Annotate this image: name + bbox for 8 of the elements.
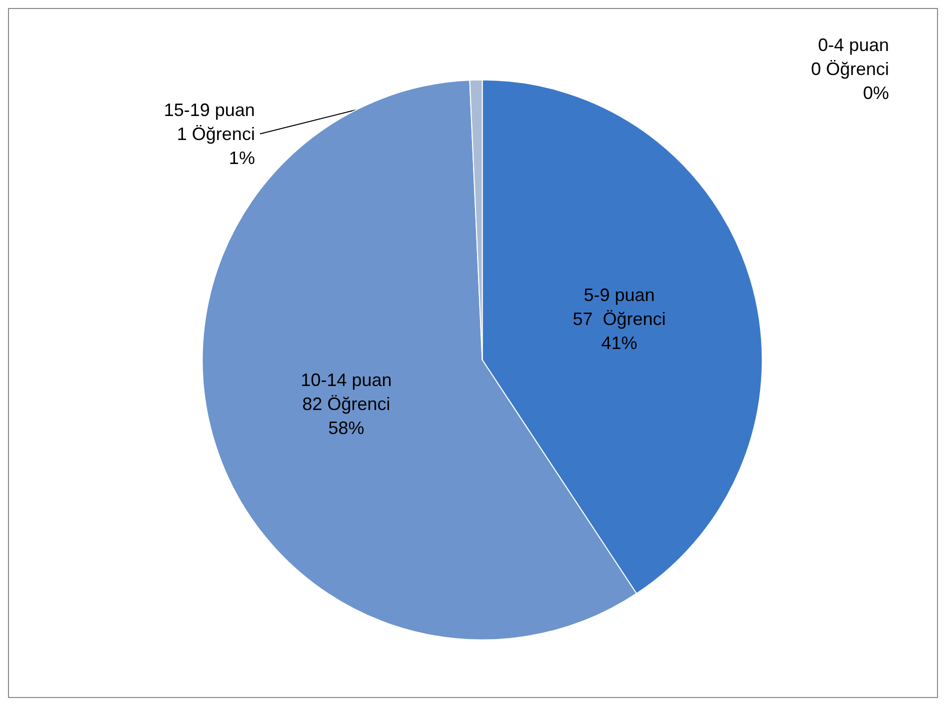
- slice-label: 10-14 puan: [300, 370, 392, 390]
- text: 0 Öğrenci 0%: [810, 59, 889, 103]
- category-label: 0-4 puan: [818, 35, 889, 55]
- data-label: 82 Öğrenci 58%: [302, 394, 390, 438]
- slice-label: 15-19 puan: [164, 100, 255, 120]
- data-label: 57 Öğrenci 41%: [572, 308, 666, 353]
- data-label: 1 Öğrenci 1%: [176, 124, 255, 168]
- slice-label: 5-9 puan: [584, 284, 655, 305]
